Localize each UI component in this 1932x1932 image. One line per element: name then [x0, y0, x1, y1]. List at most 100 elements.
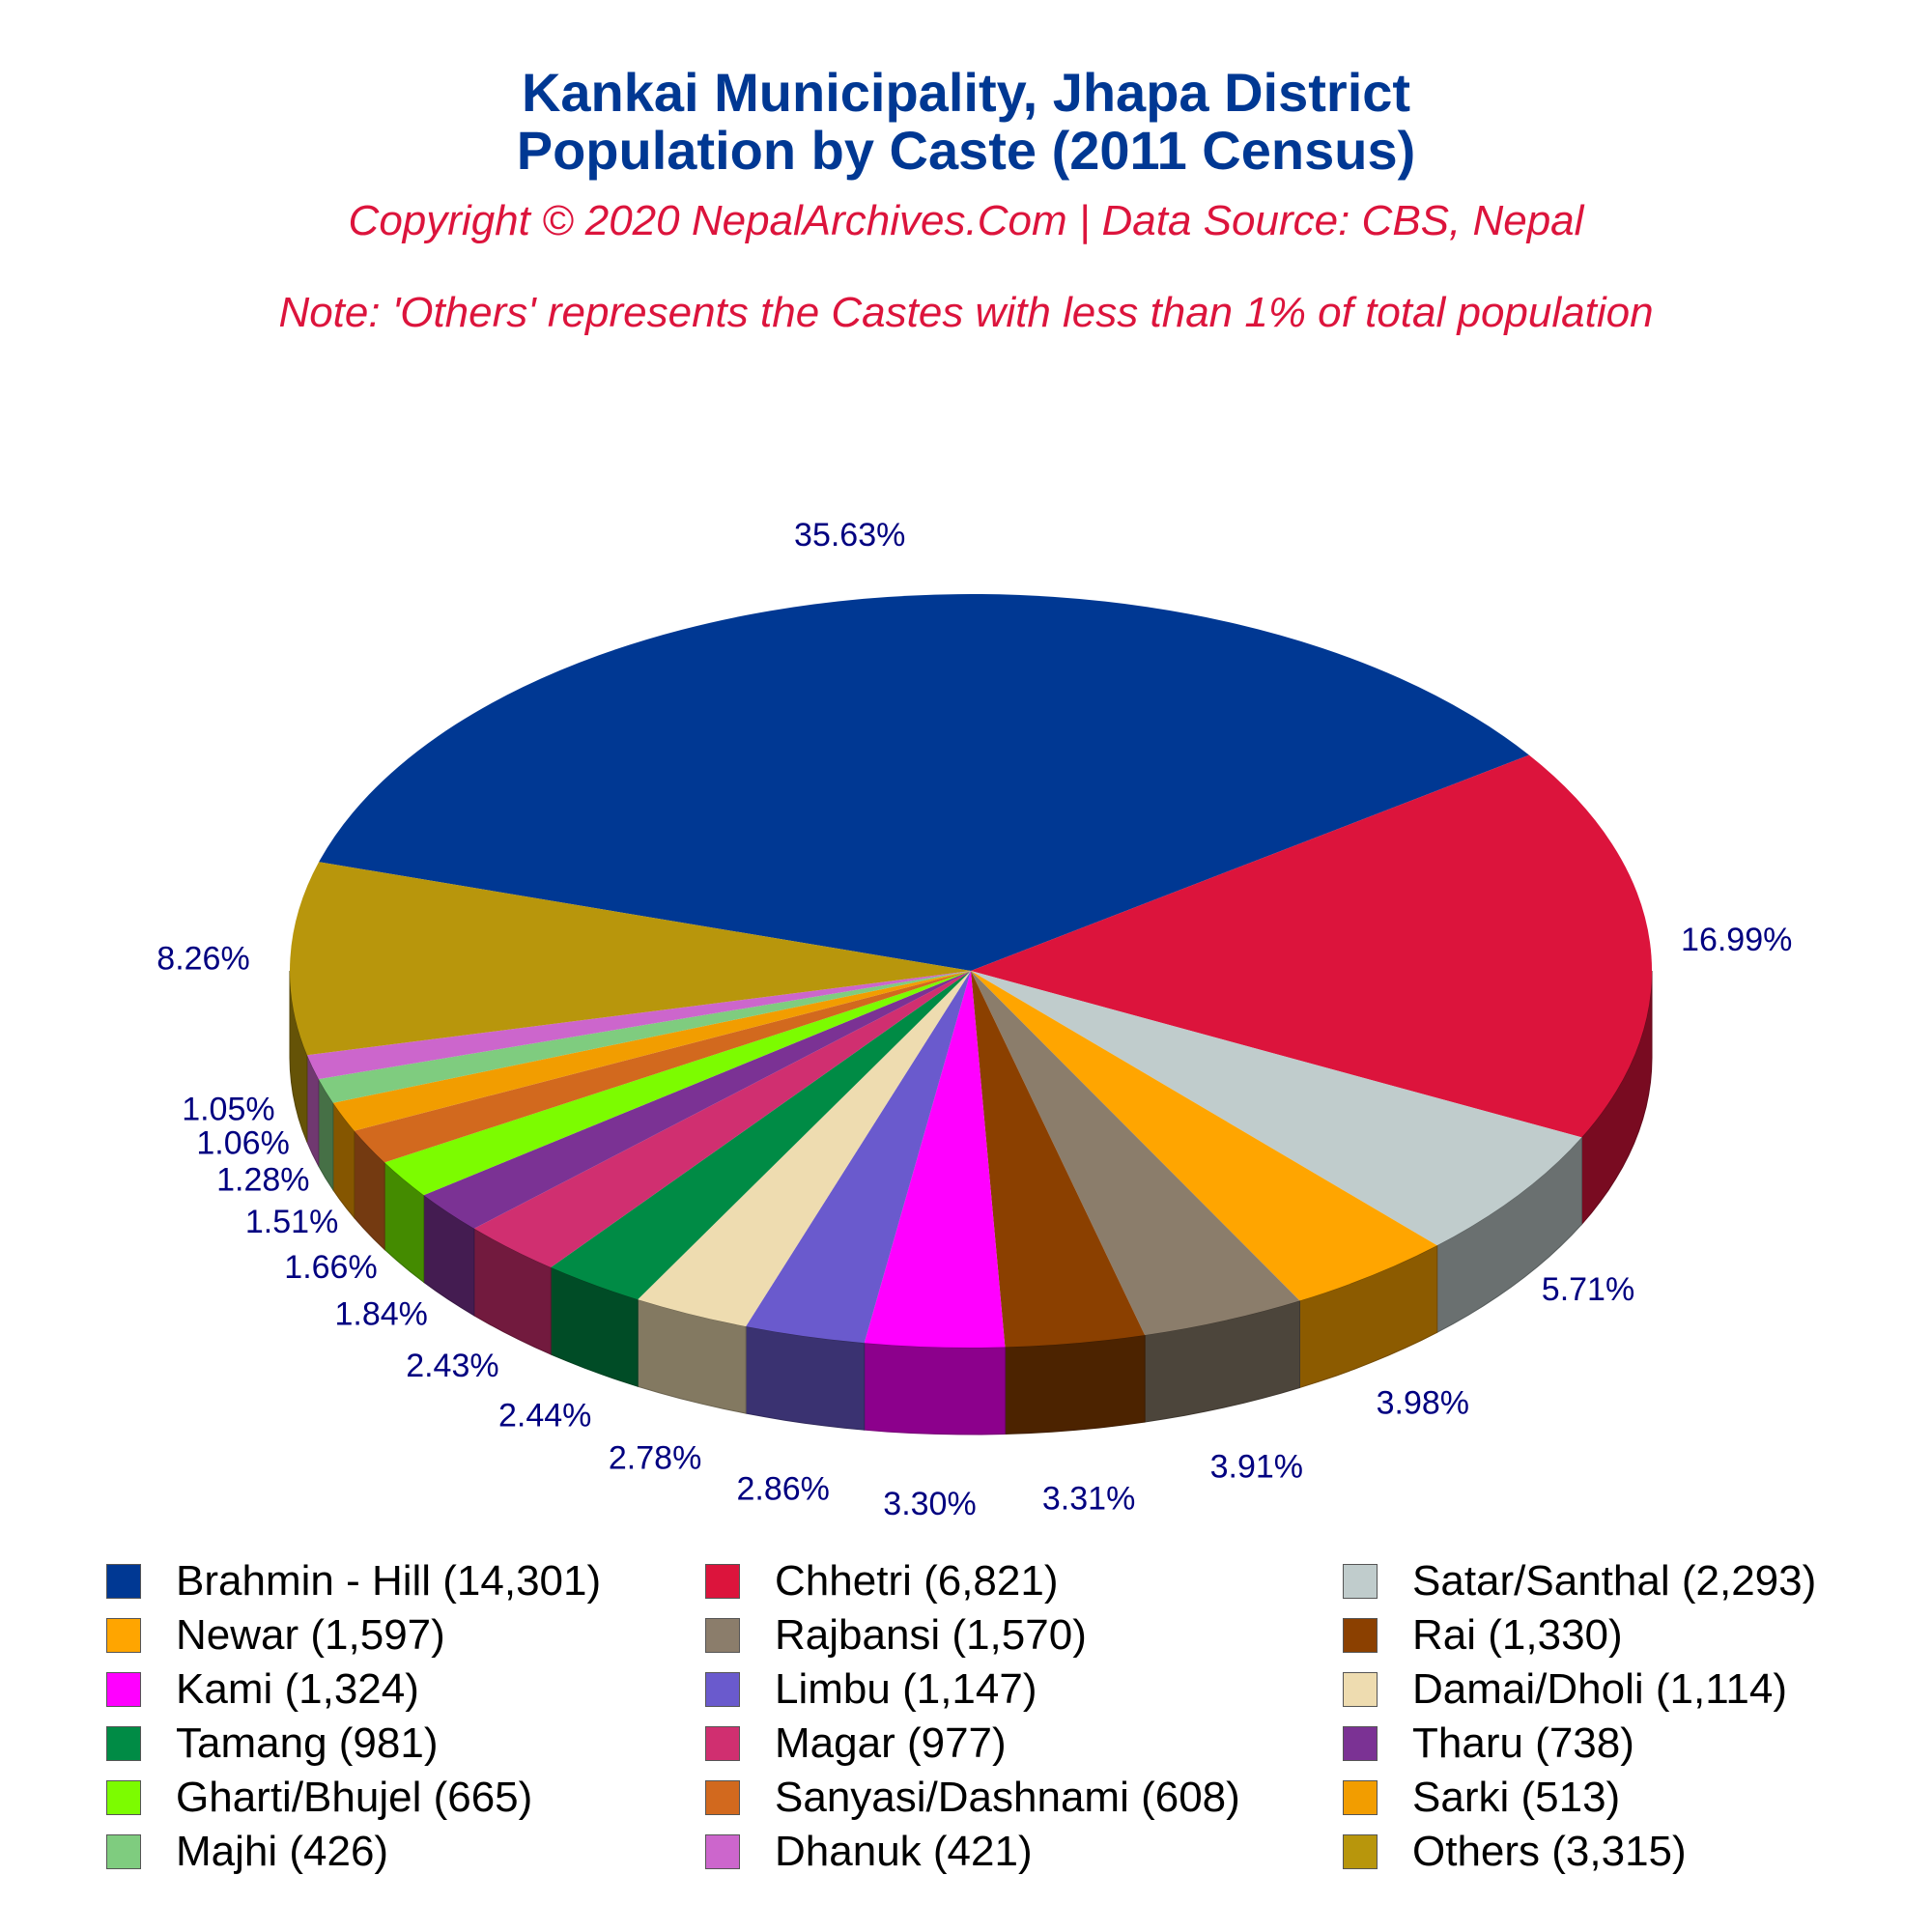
side-kami [864, 1342, 1006, 1435]
legend-swatch [705, 1726, 740, 1761]
legend-swatch [106, 1672, 141, 1707]
value-label-gharti-bhujel: 1.66% [284, 1249, 377, 1286]
value-label-magar: 2.43% [406, 1348, 498, 1384]
legend-item-limbu: Limbu (1,147) [705, 1663, 1343, 1716]
slice-satar-santhal [971, 971, 1582, 1246]
legend-label: Others (3,315) [1412, 1828, 1687, 1875]
value-label-kami: 3.30% [883, 1486, 976, 1522]
legend-item-newar: Newar (1,597) [106, 1609, 705, 1662]
legend-label: Sanyasi/Dashnami (608) [775, 1774, 1240, 1821]
legend-swatch [106, 1780, 141, 1815]
value-label-sanyasi-dashnami: 1.51% [245, 1204, 338, 1240]
value-label-damai-dholi: 2.78% [609, 1439, 701, 1476]
legend-label: Rai (1,330) [1412, 1611, 1623, 1659]
legend-swatch [1343, 1564, 1378, 1599]
value-label-tamang: 2.44% [498, 1398, 591, 1435]
side-rai [1004, 1334, 1146, 1435]
legend-item-gharti-bhujel: Gharti/Bhujel (665) [106, 1772, 705, 1824]
slice-newar [971, 971, 1437, 1301]
legend-label: Chhetri (6,821) [775, 1557, 1059, 1605]
slice-rajbansi [971, 971, 1300, 1336]
legend-item-others: Others (3,315) [1343, 1826, 1903, 1878]
pie-value-labels: 35.63% 16.99% 5.71% 3.98% 3.91% 3.31% 3.30% 2.8… [156, 517, 1792, 1522]
slice-gharti-bhujel [384, 971, 972, 1196]
chart-title: Kankai Municipality, Jhapa District [522, 62, 1410, 123]
legend-swatch [705, 1780, 740, 1815]
legend-swatch [106, 1726, 141, 1761]
legend-swatch [705, 1564, 740, 1599]
legend-item-sanyasi-dashnami: Sanyasi/Dashnami (608) [705, 1772, 1343, 1824]
legend-label: Magar (977) [775, 1719, 1007, 1767]
value-label-brahmin-hill: 35.63% [794, 517, 905, 554]
legend-item-sarki: Sarki (513) [1343, 1772, 1903, 1824]
value-label-sarki: 1.28% [216, 1161, 309, 1198]
chart-subtitle: Population by Caste (2011 Census) [517, 120, 1415, 181]
value-label-dhanuk: 1.05% [182, 1092, 274, 1128]
legend-label: Gharti/Bhujel (665) [176, 1774, 533, 1821]
value-label-majhi: 1.06% [196, 1125, 289, 1162]
value-label-rajbansi: 3.91% [1210, 1449, 1303, 1486]
value-label-rai: 3.31% [1042, 1481, 1135, 1518]
slice-limbu [746, 971, 971, 1344]
slice-magar [473, 971, 971, 1267]
legend-label: Damai/Dholi (1,114) [1412, 1665, 1788, 1713]
legend-item-tamang: Tamang (981) [106, 1718, 705, 1770]
note-text: Note: 'Others' represents the Castes wit… [278, 289, 1653, 336]
legend-label: Satar/Santhal (2,293) [1412, 1557, 1817, 1605]
legend-swatch [1343, 1672, 1378, 1707]
legend-item-damai-dholi: Damai/Dholi (1,114) [1343, 1663, 1903, 1716]
legend-item-dhanuk: Dhanuk (421) [705, 1826, 1343, 1878]
legend-item-rai: Rai (1,330) [1343, 1609, 1903, 1662]
slice-tamang [551, 971, 971, 1300]
legend-label: Sarki (513) [1412, 1774, 1621, 1821]
value-label-satar-santhal: 5.71% [1542, 1271, 1634, 1308]
legend-swatch [1343, 1780, 1378, 1815]
legend-label: Brahmin - Hill (14,301) [176, 1557, 602, 1605]
legend-item-majhi: Majhi (426) [106, 1826, 705, 1878]
legend-swatch [1343, 1726, 1378, 1761]
legend-swatch [106, 1618, 141, 1653]
slice-others [290, 862, 971, 1056]
legend-item-magar: Magar (977) [705, 1718, 1343, 1770]
copyright-text: Copyright © 2020 NepalArchives.Com | Dat… [349, 197, 1585, 244]
legend-item-rajbansi: Rajbansi (1,570) [705, 1609, 1343, 1662]
legend-label: Tharu (738) [1412, 1719, 1634, 1767]
value-label-newar: 3.98% [1377, 1385, 1469, 1422]
legend-label: Limbu (1,147) [775, 1665, 1037, 1713]
legend-label: Newar (1,597) [176, 1611, 445, 1659]
legend-item-satar-santhal: Satar/Santhal (2,293) [1343, 1555, 1903, 1607]
value-label-tharu: 1.84% [334, 1296, 427, 1333]
value-label-others: 8.26% [156, 941, 249, 978]
value-label-chhetri: 16.99% [1681, 922, 1792, 958]
legend-item-chhetri: Chhetri (6,821) [705, 1555, 1343, 1607]
legend-swatch [106, 1834, 141, 1869]
slice-chhetri [971, 754, 1653, 1138]
slice-kami [864, 971, 1006, 1348]
slice-dhanuk [306, 971, 971, 1080]
value-label-limbu: 2.86% [736, 1470, 829, 1507]
slice-rai [971, 971, 1146, 1348]
legend-swatch [705, 1618, 740, 1653]
legend-label: Majhi (426) [176, 1828, 389, 1875]
legend-label: Tamang (981) [176, 1719, 439, 1767]
legend-label: Kami (1,324) [176, 1665, 419, 1713]
slice-majhi [318, 971, 971, 1103]
legend: Brahmin - Hill (14,301) Chhetri (6,821) Sa… [106, 1555, 1903, 1878]
slice-tharu [423, 971, 972, 1229]
legend-swatch [705, 1672, 740, 1707]
slice-sanyasi-dashnami [354, 971, 971, 1163]
legend-swatch [1343, 1834, 1378, 1869]
legend-swatch [106, 1564, 141, 1599]
legend-item-tharu: Tharu (738) [1343, 1718, 1903, 1770]
slice-brahmin-hill [319, 593, 1529, 971]
slice-damai-dholi [638, 971, 971, 1327]
pie-slices [290, 593, 1653, 1348]
legend-swatch [705, 1834, 740, 1869]
legend-item-kami: Kami (1,324) [106, 1663, 705, 1716]
side-limbu [745, 1325, 866, 1431]
legend-label: Dhanuk (421) [775, 1828, 1033, 1875]
slice-sarki [332, 971, 971, 1131]
legend-label: Rajbansi (1,570) [775, 1611, 1087, 1659]
legend-swatch [1343, 1618, 1378, 1653]
